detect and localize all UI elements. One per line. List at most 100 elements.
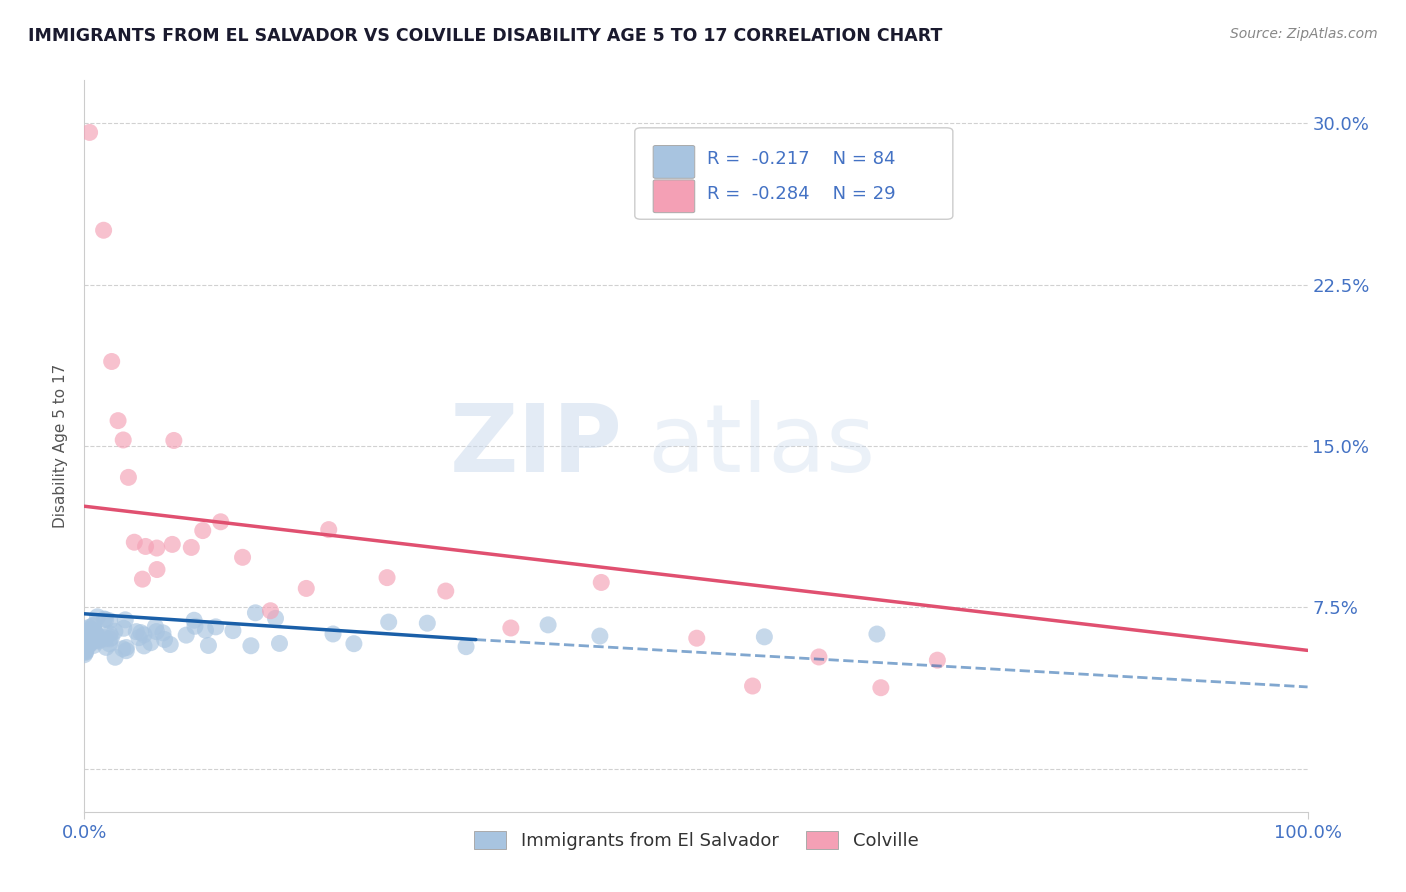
Text: IMMIGRANTS FROM EL SALVADOR VS COLVILLE DISABILITY AGE 5 TO 17 CORRELATION CHART: IMMIGRANTS FROM EL SALVADOR VS COLVILLE … — [28, 27, 942, 45]
Point — [82, 634, 104, 648]
Point — [132, 639, 155, 653]
Point — [82, 633, 104, 648]
Point — [754, 630, 776, 644]
Point — [79, 636, 101, 650]
Point — [86, 609, 108, 624]
Point — [76, 639, 98, 653]
Point — [239, 639, 262, 653]
Point — [135, 540, 157, 554]
FancyBboxPatch shape — [654, 180, 695, 212]
Point — [180, 541, 202, 555]
Point — [87, 632, 110, 647]
Point — [98, 614, 121, 628]
Point — [146, 541, 169, 555]
Point — [100, 354, 122, 368]
Point — [98, 632, 121, 646]
Point — [94, 613, 117, 627]
Point — [245, 606, 267, 620]
Point — [416, 616, 439, 631]
Point — [80, 632, 103, 646]
Point — [318, 523, 340, 537]
Point — [73, 626, 96, 640]
Point — [115, 640, 138, 655]
Point — [75, 643, 97, 657]
Point — [73, 644, 96, 658]
Text: Source: ZipAtlas.com: Source: ZipAtlas.com — [1230, 27, 1378, 41]
Point — [82, 619, 104, 633]
Point — [93, 630, 115, 644]
Point — [112, 621, 135, 635]
Point — [75, 627, 97, 641]
Point — [93, 612, 115, 626]
Point — [927, 653, 949, 667]
Point — [183, 613, 205, 627]
Point — [100, 631, 122, 645]
Point — [129, 625, 152, 640]
Point — [322, 627, 344, 641]
Point — [98, 637, 121, 651]
Point — [191, 524, 214, 538]
Point — [79, 623, 101, 637]
Point — [153, 632, 176, 647]
Point — [269, 636, 291, 650]
Text: ZIP: ZIP — [450, 400, 623, 492]
Point — [184, 619, 207, 633]
Point — [94, 640, 117, 655]
Point — [83, 618, 105, 632]
Point — [125, 624, 148, 639]
Point — [377, 615, 399, 629]
Point — [145, 619, 167, 633]
Point — [741, 679, 763, 693]
Point — [73, 648, 96, 662]
Point — [93, 223, 115, 237]
Point — [870, 681, 893, 695]
Point — [83, 639, 105, 653]
Legend: Immigrants from El Salvador, Colville: Immigrants from El Salvador, Colville — [467, 823, 925, 857]
Point — [686, 631, 709, 645]
Point — [454, 640, 477, 654]
Point — [132, 628, 155, 642]
Point — [264, 611, 287, 625]
Point — [104, 650, 127, 665]
Point — [83, 625, 105, 640]
Point — [152, 626, 174, 640]
Point — [104, 624, 127, 639]
Point — [79, 125, 101, 139]
Point — [75, 645, 97, 659]
Text: atlas: atlas — [647, 400, 876, 492]
Point — [84, 626, 107, 640]
Point — [73, 641, 96, 656]
FancyBboxPatch shape — [636, 128, 953, 219]
Point — [112, 433, 135, 447]
Point — [163, 434, 186, 448]
Y-axis label: Disability Age 5 to 17: Disability Age 5 to 17 — [53, 364, 69, 528]
Point — [197, 639, 219, 653]
Point — [162, 537, 184, 551]
Point — [79, 631, 101, 645]
FancyBboxPatch shape — [654, 145, 695, 178]
Point — [77, 620, 100, 634]
Point — [83, 628, 105, 642]
Point — [82, 632, 104, 646]
Point — [117, 470, 139, 484]
Point — [80, 623, 103, 637]
Point — [111, 641, 134, 656]
Point — [75, 625, 97, 640]
Point — [79, 634, 101, 648]
Point — [259, 604, 281, 618]
Point — [76, 640, 98, 654]
Point — [434, 584, 457, 599]
Point — [79, 631, 101, 645]
Point — [204, 620, 226, 634]
Point — [232, 550, 254, 565]
Point — [114, 613, 136, 627]
Point — [295, 582, 318, 596]
Point — [537, 618, 560, 632]
Point — [222, 624, 245, 638]
Point — [131, 572, 153, 586]
Point — [159, 638, 181, 652]
Point — [866, 627, 889, 641]
Point — [174, 628, 197, 642]
Text: R =  -0.284    N = 29: R = -0.284 N = 29 — [707, 185, 896, 202]
Point — [589, 629, 612, 643]
